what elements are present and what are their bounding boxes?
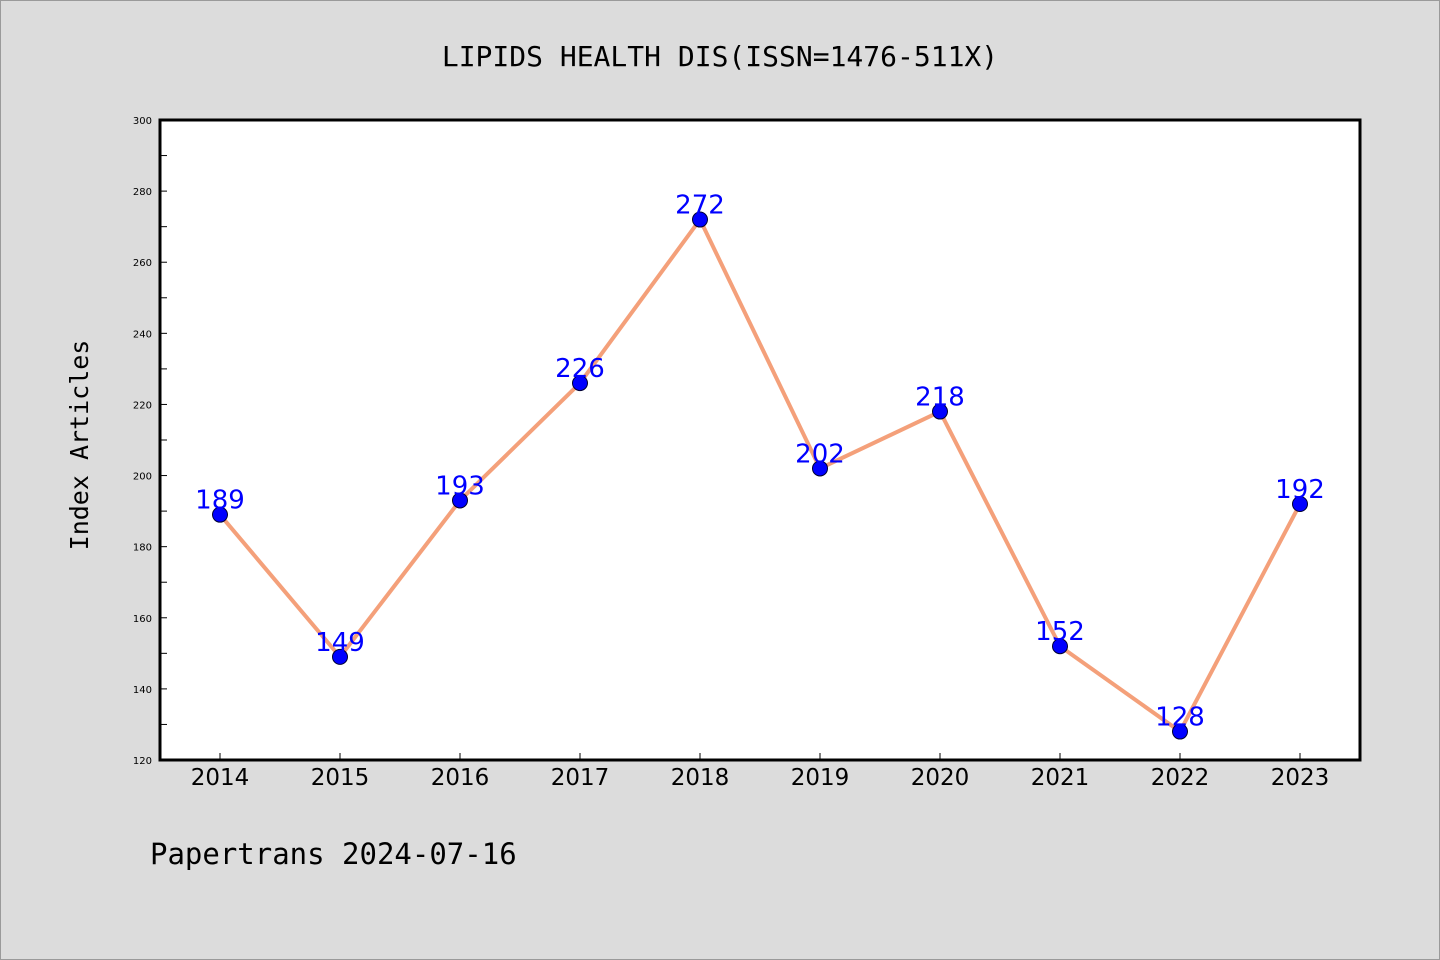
x-tick-label: 2023 [1271,765,1330,791]
data-point [1052,638,1068,655]
data-label: 272 [675,191,725,221]
data-point [1292,496,1308,512]
data-label: 152 [1035,617,1085,647]
plot-area [158,118,1362,762]
data-point [812,460,828,477]
x-tick-label: 2018 [671,765,730,791]
data-labels-group: 189 149 193 226 272 202 218 152 128 192 [195,191,1325,733]
data-point [572,375,588,392]
y-tick-label: 160 [133,614,152,625]
x-tick-label: 2019 [791,765,850,791]
x-tick-label: 2017 [551,765,610,791]
x-axis: 2014 2015 2016 2017 2018 2019 2020 2021 2022 2023 [191,753,1330,791]
y-tick-label: 300 [133,116,152,127]
data-label: 202 [795,439,845,469]
series-line [218,217,1302,734]
data-label: 192 [1275,475,1325,505]
y-tick-label: 220 [133,400,152,411]
y-tick-label: 200 [133,472,152,483]
y-tick-label: 240 [133,329,152,340]
footer-credit: Papertrans 2024-07-16 [150,837,517,871]
data-label: 128 [1155,703,1205,733]
x-tick-label: 2015 [311,765,370,791]
x-tick-label: 2020 [911,765,970,791]
y-tick-label: 180 [133,543,152,554]
x-tick-label: 2014 [191,765,250,791]
x-tick-label: 2021 [1031,765,1090,791]
data-point [332,648,348,665]
data-label: 193 [435,471,485,501]
series-line-group [218,217,1302,734]
x-tick-label: 2016 [431,765,490,791]
y-axis-label: Index Articles [65,340,94,551]
data-point [692,211,708,228]
data-point [932,403,948,420]
data-point [1172,723,1188,740]
y-tick-label: 260 [133,258,152,269]
y-tick-label: 140 [133,685,152,696]
series-points-group [212,211,1308,740]
data-label: 226 [555,354,605,384]
y-axis: 120 140 160 180 200 220 240 260 280 300 [133,116,167,767]
data-label: 149 [315,628,365,658]
y-tick-label: 280 [133,187,152,198]
data-point [452,492,468,509]
x-tick-label: 2022 [1151,765,1210,791]
data-point [212,506,228,523]
y-tick-label: 120 [133,756,152,767]
data-label: 189 [195,486,245,516]
data-label: 218 [915,383,965,413]
chart-title: LIPIDS HEALTH DIS(ISSN=1476-511X) [442,40,998,73]
